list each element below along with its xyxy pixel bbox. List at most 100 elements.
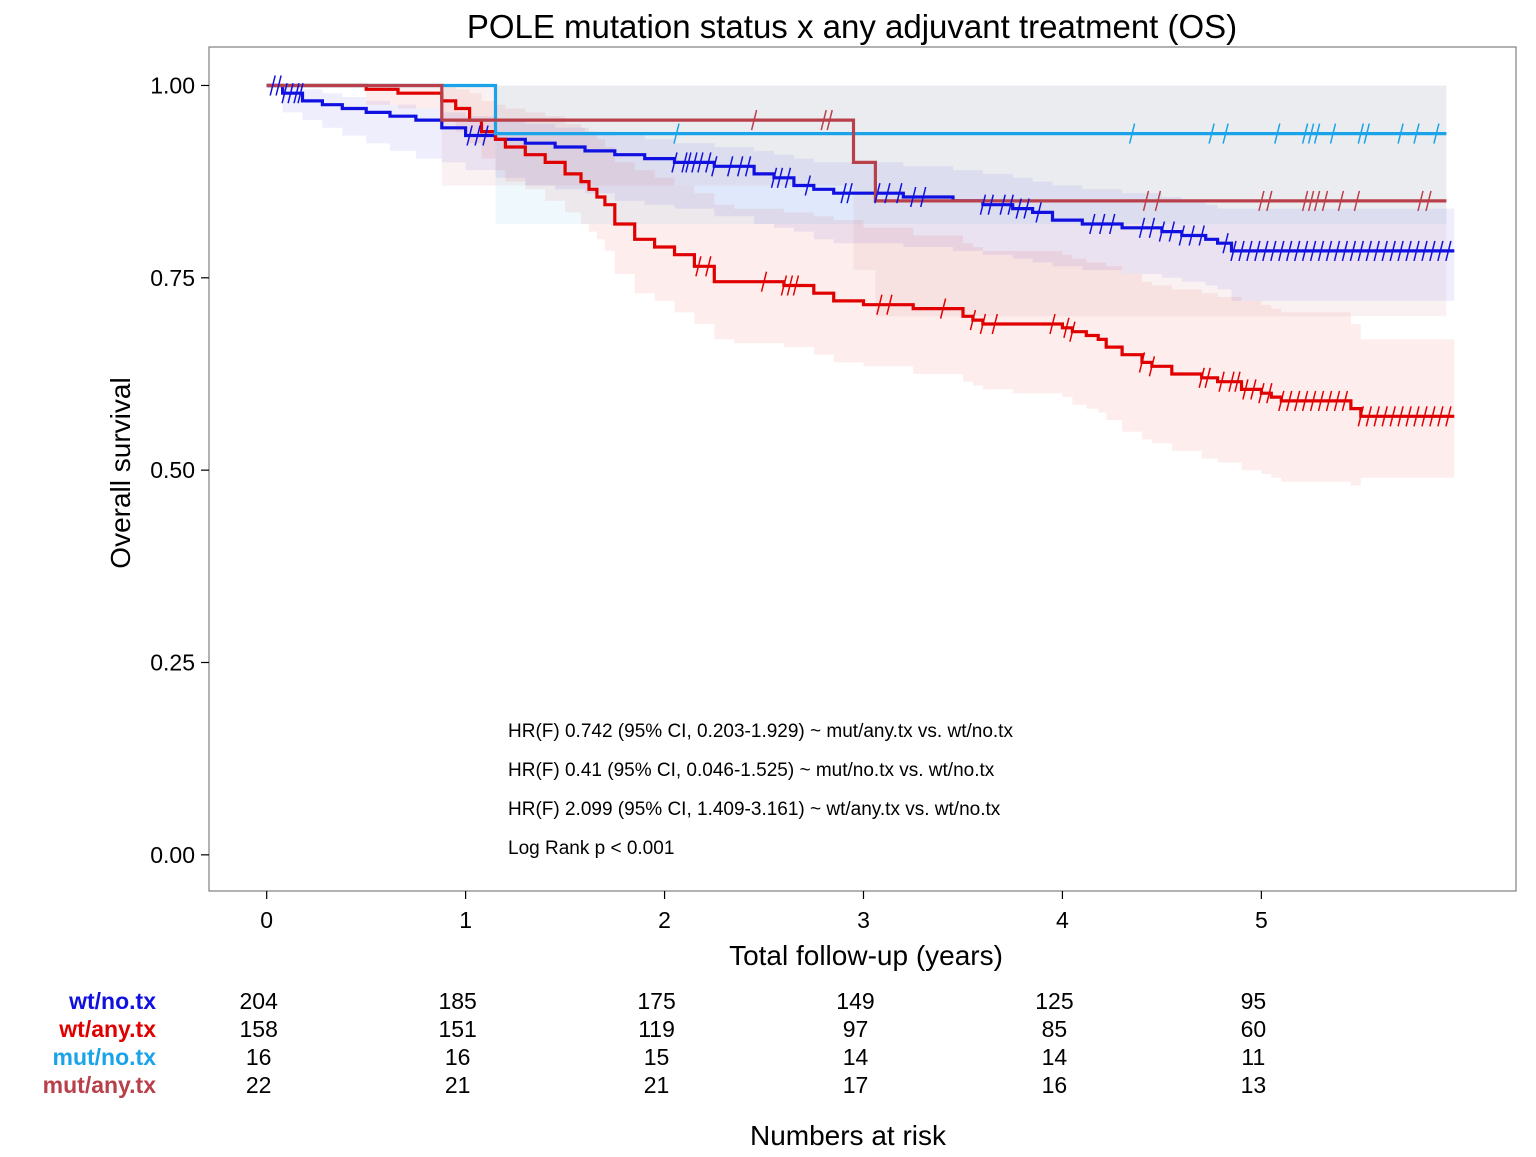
censor-mark-wt-no-tx bbox=[1023, 198, 1030, 219]
censor-mark-wt-no-tx bbox=[1007, 194, 1014, 215]
censor-mark-mut-no-tx bbox=[1313, 123, 1321, 144]
risk-value: 13 bbox=[1241, 1072, 1267, 1098]
censor-mark-wt-any-tx bbox=[786, 275, 794, 296]
censor-mark-wt-any-tx bbox=[1266, 383, 1273, 404]
censor-mark-wt-no-tx bbox=[884, 183, 891, 204]
censor-mark-mut-any-tx bbox=[1258, 190, 1265, 212]
curve-mut-any-tx bbox=[266, 83, 1447, 203]
censor-mark-mut-no-tx bbox=[1208, 123, 1215, 144]
risk-value: 14 bbox=[1042, 1044, 1068, 1070]
x-tick-label: 5 bbox=[1255, 907, 1268, 933]
censor-mark-wt-no-tx bbox=[909, 186, 917, 208]
censor-mark-mut-no-tx bbox=[1357, 123, 1365, 144]
censor-mark-wt-no-tx bbox=[1089, 213, 1096, 235]
censor-mark-wt-no-tx bbox=[979, 194, 987, 215]
censor-mark-wt-no-tx bbox=[987, 194, 995, 215]
x-tick-label: 4 bbox=[1056, 907, 1069, 933]
censor-mark-mut-any-tx bbox=[1425, 190, 1432, 212]
risk-value: 21 bbox=[445, 1072, 471, 1098]
censor-mark-mut-no-tx bbox=[1301, 123, 1309, 144]
censor-mark-wt-any-tx bbox=[1437, 406, 1444, 427]
censor-marks bbox=[269, 75, 1452, 427]
chart-title: POLE mutation status x any adjuvant trea… bbox=[467, 8, 1237, 45]
censor-mark-wt-no-tx bbox=[1365, 240, 1373, 262]
censor-mark-mut-no-tx bbox=[1433, 123, 1440, 144]
curve-wt-no-tx bbox=[266, 83, 1455, 253]
censor-mark-wt-no-tx bbox=[846, 183, 853, 204]
censor-mark-wt-no-tx bbox=[1389, 240, 1396, 262]
curve-wt-any-tx bbox=[266, 83, 1455, 418]
censor-mark-wt-no-tx bbox=[474, 125, 481, 146]
censor-mark-wt-no-tx bbox=[269, 75, 276, 96]
censor-mark-mut-no-tx bbox=[1274, 123, 1281, 144]
censor-mark-wt-any-tx bbox=[1198, 367, 1205, 388]
censor-mark-wt-no-tx bbox=[1349, 240, 1357, 262]
censor-mark-mut-no-tx bbox=[1222, 123, 1229, 144]
censor-mark-wt-no-tx bbox=[804, 175, 812, 196]
survival-curves bbox=[266, 83, 1455, 418]
risk-value: 17 bbox=[843, 1072, 869, 1098]
censor-mark-wt-no-tx bbox=[1158, 221, 1166, 242]
censor-mark-wt-any-tx bbox=[1397, 406, 1404, 427]
censor-mark-wt-no-tx bbox=[874, 183, 881, 204]
x-tick-label: 1 bbox=[459, 907, 472, 933]
risk-value: 95 bbox=[1241, 988, 1267, 1014]
censor-mark-wt-any-tx bbox=[1309, 390, 1317, 412]
risk-value: 11 bbox=[1241, 1044, 1265, 1070]
censor-mark-mut-any-tx bbox=[820, 109, 827, 131]
censor-mark-wt-no-tx bbox=[1108, 213, 1116, 235]
y-tick-label: 0.25 bbox=[150, 649, 195, 675]
censor-mark-mut-no-tx bbox=[1363, 123, 1371, 144]
censor-mark-wt-any-tx bbox=[1069, 321, 1076, 342]
censor-mark-mut-any-tx bbox=[1142, 190, 1150, 212]
censor-mark-wt-no-tx bbox=[776, 167, 784, 188]
risk-value: 125 bbox=[1035, 988, 1073, 1014]
censor-mark-wt-any-tx bbox=[1413, 406, 1420, 427]
risk-value: 175 bbox=[637, 988, 675, 1014]
censor-mark-mut-any-tx bbox=[1417, 190, 1424, 212]
censor-mark-wt-any-tx bbox=[991, 313, 999, 335]
censor-mark-wt-any-tx bbox=[1373, 406, 1380, 427]
censor-mark-wt-no-tx bbox=[1413, 240, 1420, 262]
censor-mark-wt-any-tx bbox=[1325, 390, 1333, 412]
censor-mark-wt-no-tx bbox=[896, 183, 903, 204]
censor-mark-wt-any-tx bbox=[1138, 352, 1146, 373]
y-axis-label: Overall survival bbox=[105, 377, 136, 568]
censor-mark-mut-no-tx bbox=[1307, 123, 1315, 144]
censor-mark-wt-no-tx bbox=[1238, 240, 1245, 262]
censor-mark-mut-any-tx bbox=[1353, 190, 1361, 212]
risk-row-label-mut-no-tx: mut/no.tx bbox=[53, 1044, 157, 1070]
censor-mark-mut-any-tx bbox=[1307, 190, 1315, 212]
censor-mark-wt-no-tx bbox=[840, 183, 847, 204]
censor-mark-wt-any-tx bbox=[1429, 406, 1436, 427]
censor-mark-wt-no-tx bbox=[1168, 221, 1176, 242]
censor-mark-mut-any-tx bbox=[1301, 190, 1309, 212]
censor-mark-mut-any-tx bbox=[1313, 190, 1321, 212]
y-tick-label: 0.50 bbox=[150, 457, 195, 483]
x-tick-label: 3 bbox=[857, 907, 870, 933]
censor-mark-wt-no-tx bbox=[919, 186, 927, 208]
censor-mark-wt-any-tx bbox=[780, 275, 788, 296]
censor-mark-wt-any-tx bbox=[1341, 390, 1349, 412]
censor-mark-wt-any-tx bbox=[1333, 390, 1341, 412]
censor-mark-wt-no-tx bbox=[1397, 240, 1404, 262]
annotations: HR(F) 0.742 (95% CI, 0.203-1.929) ~ mut/… bbox=[508, 721, 1013, 859]
censor-mark-wt-any-tx bbox=[1063, 317, 1070, 338]
censor-mark-wt-no-tx bbox=[1309, 240, 1317, 262]
censor-mark-mut-no-tx bbox=[1128, 123, 1136, 144]
censor-mark-wt-any-tx bbox=[1365, 406, 1373, 427]
censor-mark-wt-any-tx bbox=[1421, 406, 1428, 427]
censor-mark-mut-any-tx bbox=[1266, 190, 1273, 212]
censor-mark-wt-no-tx bbox=[1198, 225, 1205, 246]
censor-mark-wt-no-tx bbox=[744, 156, 752, 177]
censor-mark-wt-no-tx bbox=[297, 83, 304, 104]
censor-mark-wt-any-tx bbox=[1204, 367, 1211, 388]
y-tick-label: 0.75 bbox=[150, 265, 195, 291]
annotation-hr-mut-any: HR(F) 0.742 (95% CI, 0.203-1.929) ~ mut/… bbox=[508, 721, 1013, 742]
censor-mark-mut-any-tx bbox=[826, 109, 833, 131]
censor-mark-wt-no-tx bbox=[1293, 240, 1301, 262]
censor-mark-mut-any-tx bbox=[750, 109, 758, 131]
censor-mark-wt-no-tx bbox=[681, 152, 688, 173]
censor-mark-mut-any-tx bbox=[1321, 190, 1329, 212]
censor-mark-wt-no-tx bbox=[1015, 198, 1022, 219]
